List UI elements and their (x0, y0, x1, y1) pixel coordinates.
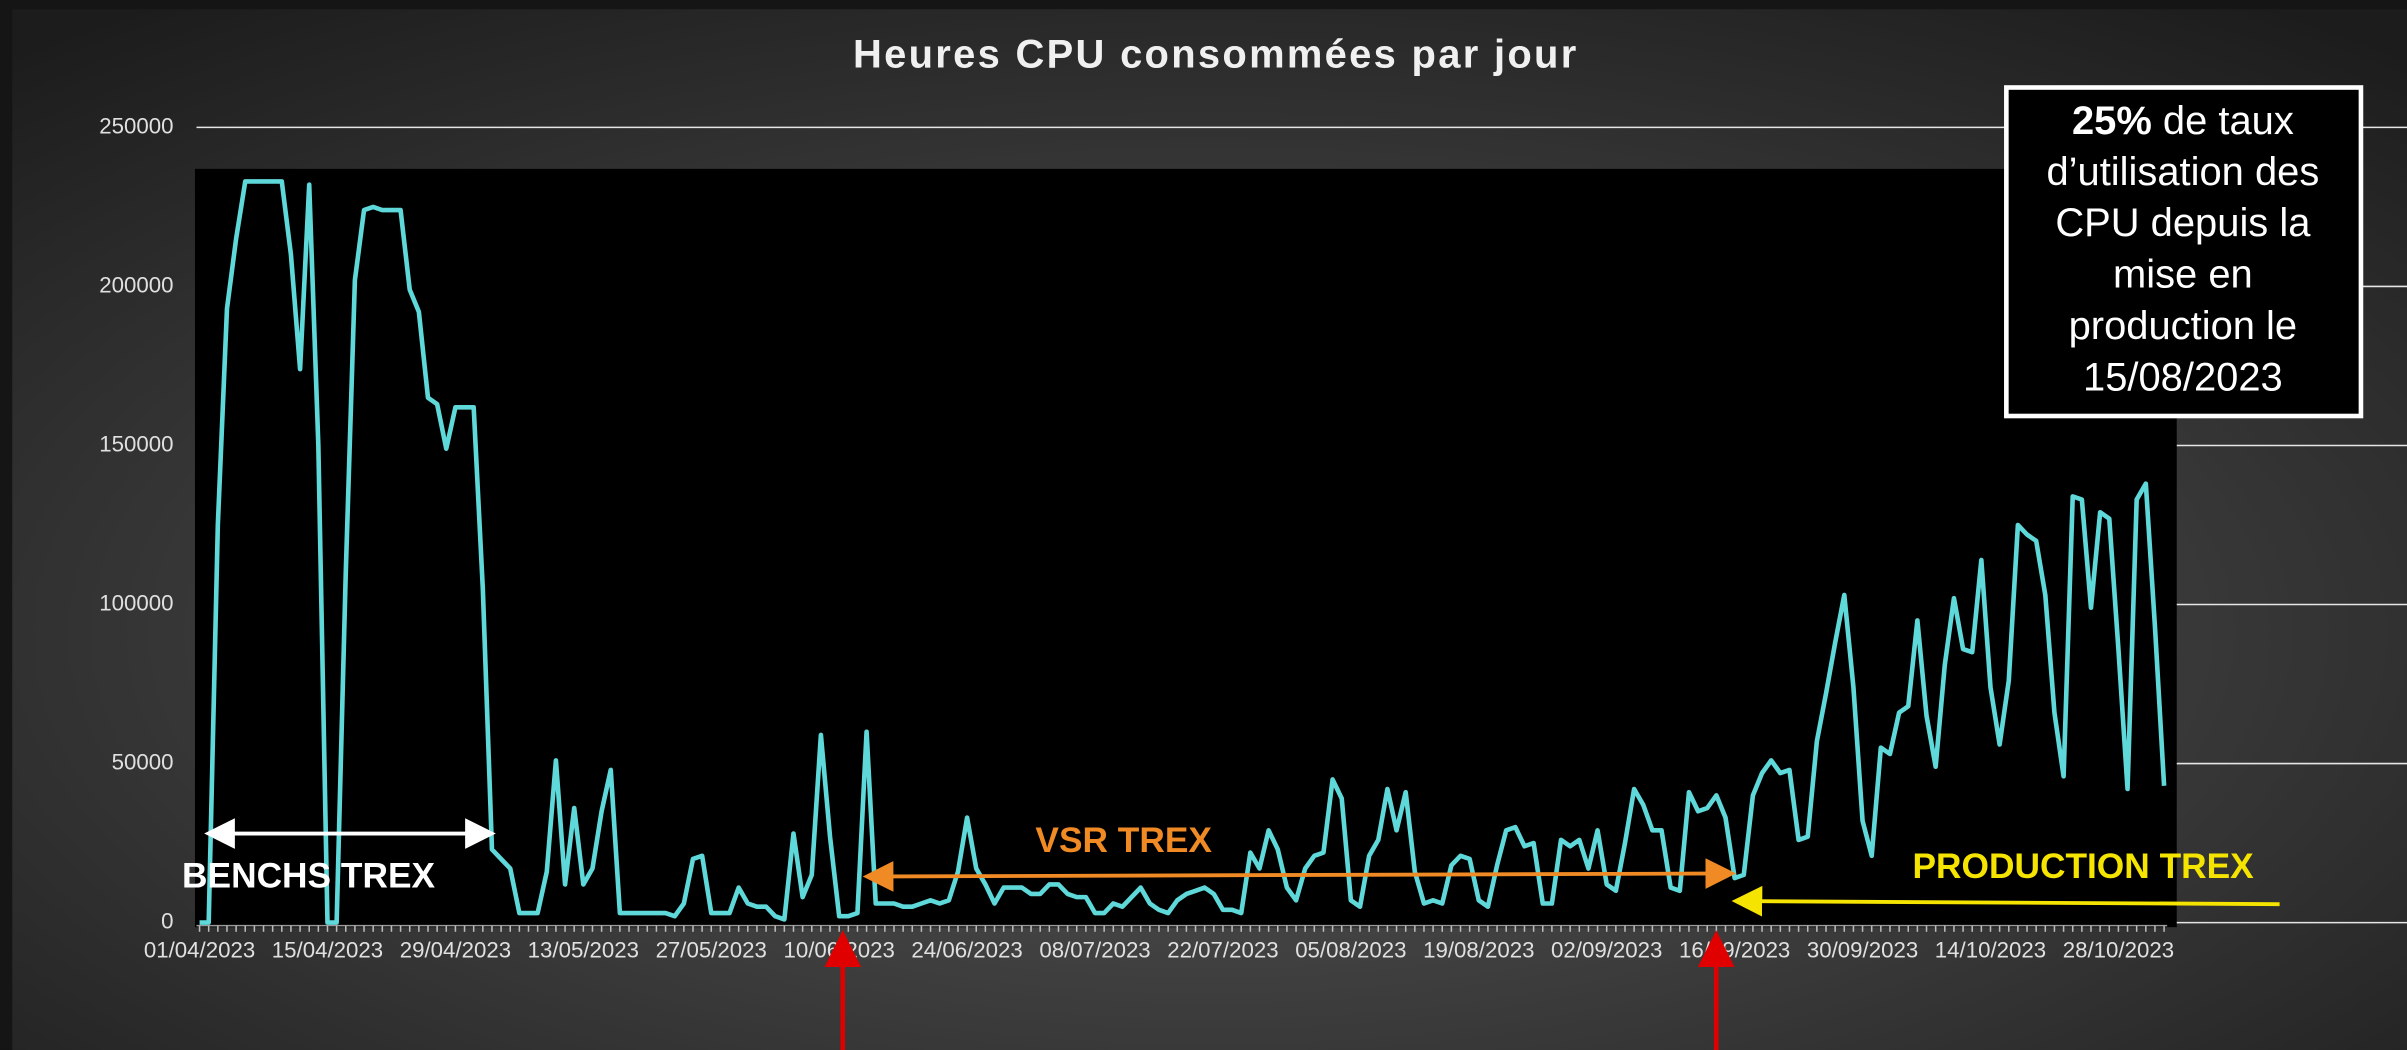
x-tick-label: 16/09/2023 (1679, 938, 1790, 963)
note-text: CPU depuis la (2055, 201, 2311, 245)
note-text: production le (2069, 304, 2298, 348)
x-tick-label: 08/07/2023 (1039, 938, 1150, 963)
x-tick-label: 24/06/2023 (911, 938, 1022, 963)
x-tick-label: 28/10/2023 (2063, 938, 2174, 963)
x-tick-label: 02/09/2023 (1551, 938, 1662, 963)
note-line: de taux (2163, 98, 2294, 142)
x-tick-label: 30/09/2023 (1807, 938, 1918, 963)
x-tick-label: 15/04/2023 (272, 938, 383, 963)
note-text: d’utilisation des (2046, 150, 2319, 194)
annotation: BENCHS TREX (182, 856, 435, 895)
x-tick-label: 10/06/2023 (783, 938, 894, 963)
note-text: mise en (2113, 253, 2253, 297)
y-tick-label: 200000 (99, 272, 173, 297)
y-tick-label: 250000 (99, 113, 173, 138)
plot-area (194, 168, 2177, 928)
annotation: VSR TREX (1035, 821, 1212, 860)
x-tick-label: 29/04/2023 (400, 938, 511, 963)
x-tick-label: 19/08/2023 (1423, 938, 1534, 963)
arrow (1731, 885, 2280, 917)
y-tick-label: 100000 (99, 590, 173, 615)
data-line (199, 179, 2167, 925)
chart-title: Heures CPU consommées par jour (853, 32, 1579, 76)
y-tick-label: 150000 (99, 431, 173, 456)
y-tick-label: 0 (161, 908, 173, 933)
y-tick-label: 50000 (112, 749, 174, 774)
x-tick-label: 27/05/2023 (656, 938, 767, 963)
note-box (2004, 85, 2364, 419)
note-bold: 25% (2072, 98, 2152, 142)
x-tick-label: 13/05/2023 (528, 938, 639, 963)
arrow (862, 858, 1737, 892)
annotation: PRODUCTION TREX (1912, 847, 2254, 886)
x-tick-label: 01/04/2023 (144, 938, 255, 963)
note-text: 25% de taux (2072, 98, 2294, 142)
x-tick-label: 22/07/2023 (1167, 938, 1278, 963)
x-tick-label: 05/08/2023 (1295, 938, 1406, 963)
x-tick-label: 14/10/2023 (1935, 938, 2046, 963)
note-text: 15/08/2023 (2083, 355, 2283, 399)
